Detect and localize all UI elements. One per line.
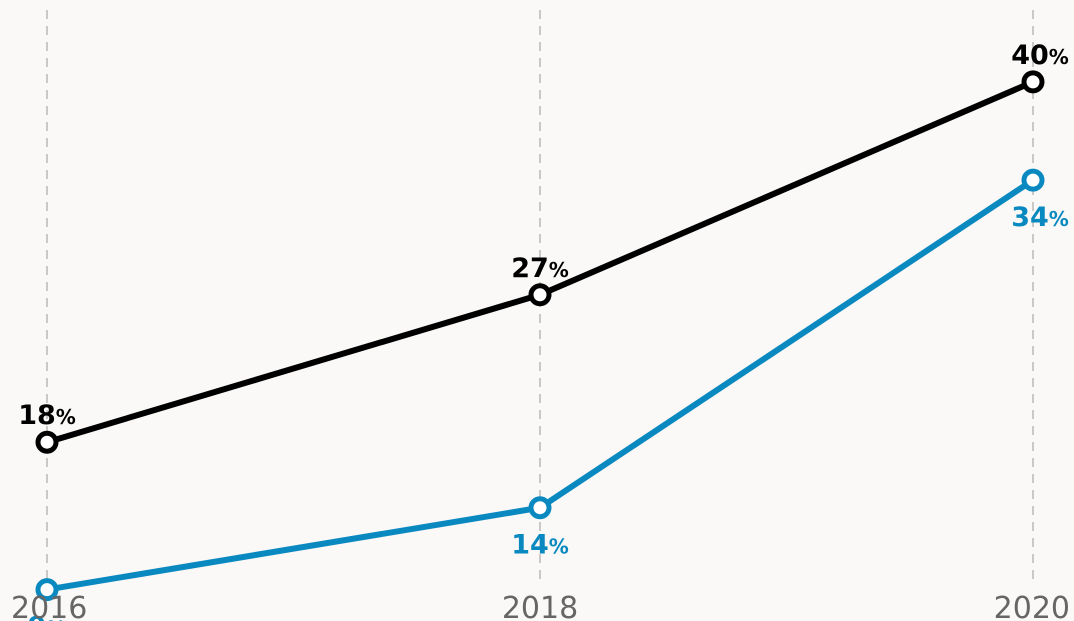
data-label-value: 27	[511, 253, 549, 284]
data-point	[528, 496, 552, 520]
data-label-suffix: %	[549, 258, 569, 282]
data-point	[1021, 168, 1045, 192]
data-point	[1021, 70, 1045, 94]
data-points	[35, 70, 1045, 602]
data-point	[35, 430, 59, 454]
data-label-value: 9	[28, 612, 47, 621]
data-label-value: 18	[18, 400, 56, 431]
data-label: 34%	[1011, 202, 1069, 233]
data-label: 40%	[1011, 40, 1069, 71]
data-labels: 18%27%40%9%14%34%	[18, 40, 1069, 621]
data-label-suffix: %	[1049, 207, 1069, 231]
data-label-suffix: %	[56, 405, 76, 429]
data-label: 18%	[18, 400, 76, 431]
x-tick-label: 2018	[502, 591, 578, 621]
x-tick-label: 2020	[994, 591, 1070, 621]
data-label-value: 14	[511, 530, 549, 561]
x-axis-ticks: 2016 2018 2020	[11, 591, 1070, 621]
data-label-value: 34	[1011, 202, 1049, 233]
data-point	[35, 578, 59, 602]
data-label-value: 40	[1011, 40, 1049, 71]
data-label-suffix: %	[46, 617, 66, 621]
data-label-suffix: %	[549, 535, 569, 559]
x-tick-label: 2016	[11, 591, 87, 621]
data-label: 27%	[511, 253, 569, 284]
data-label: 9%	[28, 612, 67, 621]
data-label: 14%	[511, 530, 569, 561]
data-label-suffix: %	[1049, 45, 1069, 69]
data-point	[528, 283, 552, 307]
